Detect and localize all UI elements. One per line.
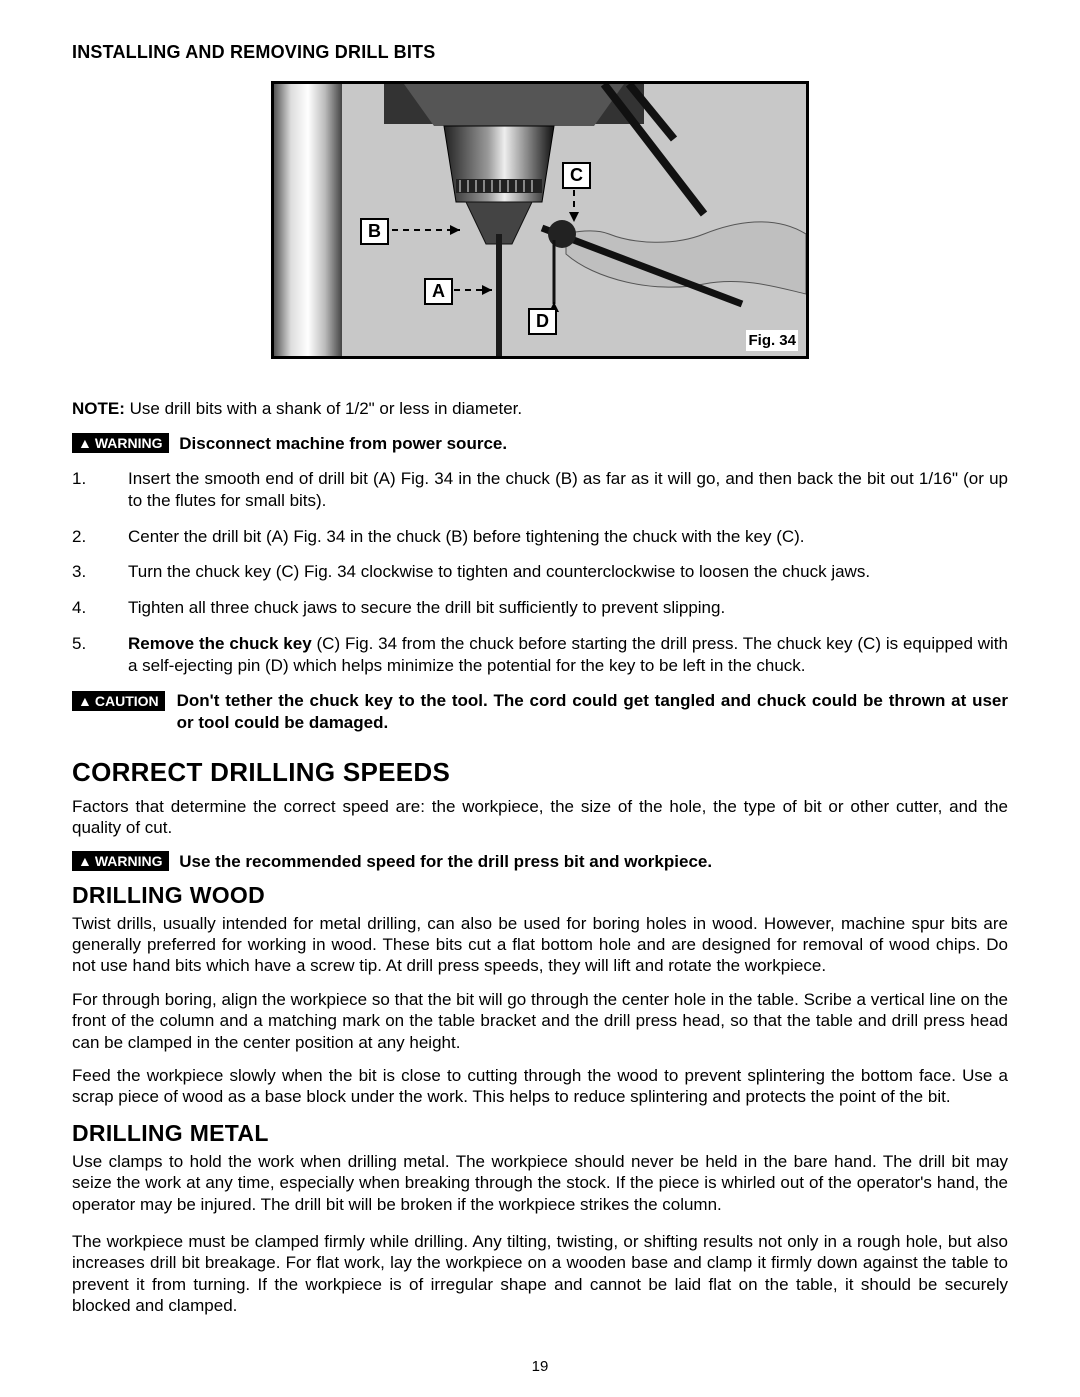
warning-badge: ▲WARNING bbox=[72, 433, 169, 453]
warning-text: Use the recommended speed for the drill … bbox=[179, 852, 712, 871]
caution-badge: ▲CAUTION bbox=[72, 691, 165, 711]
section-title: INSTALLING AND REMOVING DRILL BITS bbox=[72, 42, 1008, 63]
step-body: Center the drill bit (A) Fig. 34 in the … bbox=[128, 526, 1008, 548]
step-body: Insert the smooth end of drill bit (A) F… bbox=[128, 468, 1008, 512]
figure-label-a: A bbox=[424, 278, 453, 305]
figure-caption: Fig. 34 bbox=[746, 330, 798, 351]
wood-p2: For through boring, align the workpiece … bbox=[72, 989, 1008, 1053]
step-item: 1. Insert the smooth end of drill bit (A… bbox=[72, 468, 1008, 512]
wood-p3: Feed the workpiece slowly when the bit i… bbox=[72, 1065, 1008, 1108]
step-body: Remove the chuck key (C) Fig. 34 from th… bbox=[128, 633, 1008, 677]
metal-p2: The workpiece must be clamped firmly whi… bbox=[72, 1231, 1008, 1317]
note-line: NOTE: Use drill bits with a shank of 1/2… bbox=[72, 399, 1008, 419]
warning-disconnect: ▲WARNING Disconnect machine from power s… bbox=[72, 433, 1008, 454]
metal-p1: Use clamps to hold the work when drillin… bbox=[72, 1151, 1008, 1215]
note-prefix: NOTE: bbox=[72, 399, 125, 418]
step-body: Tighten all three chuck jaws to secure t… bbox=[128, 597, 1008, 619]
step-number: 4. bbox=[72, 597, 128, 619]
warning-speed: ▲WARNING Use the recommended speed for t… bbox=[72, 851, 1008, 872]
warning-badge: ▲WARNING bbox=[72, 851, 169, 871]
heading-wood: DRILLING WOOD bbox=[72, 882, 1008, 909]
step-number: 3. bbox=[72, 561, 128, 583]
caution-block: ▲CAUTION Don't tether the chuck key to t… bbox=[72, 690, 1008, 733]
step-number: 2. bbox=[72, 526, 128, 548]
step-item: 2. Center the drill bit (A) Fig. 34 in t… bbox=[72, 526, 1008, 548]
step-item: 3. Turn the chuck key (C) Fig. 34 clockw… bbox=[72, 561, 1008, 583]
steps-list: 1. Insert the smooth end of drill bit (A… bbox=[72, 468, 1008, 676]
figure-34: A B C D Fig. 34 bbox=[271, 81, 809, 359]
step-number: 5. bbox=[72, 633, 128, 677]
step-item: 4. Tighten all three chuck jaws to secur… bbox=[72, 597, 1008, 619]
figure-label-d: D bbox=[528, 308, 557, 335]
step-number: 1. bbox=[72, 468, 128, 512]
speeds-paragraph: Factors that determine the correct speed… bbox=[72, 796, 1008, 839]
step-body: Turn the chuck key (C) Fig. 34 clockwise… bbox=[128, 561, 1008, 583]
figure-label-b: B bbox=[360, 218, 389, 245]
page-number: 19 bbox=[0, 1358, 1080, 1375]
warning-text: Disconnect machine from power source. bbox=[179, 434, 507, 453]
wood-p1: Twist drills, usually intended for metal… bbox=[72, 913, 1008, 977]
heading-metal: DRILLING METAL bbox=[72, 1120, 1008, 1147]
note-text: Use drill bits with a shank of 1/2" or l… bbox=[125, 399, 522, 418]
heading-speeds: CORRECT DRILLING SPEEDS bbox=[72, 757, 1008, 788]
step-item: 5. Remove the chuck key (C) Fig. 34 from… bbox=[72, 633, 1008, 677]
figure-label-c: C bbox=[562, 162, 591, 189]
caution-text: Don't tether the chuck key to the tool. … bbox=[177, 690, 1008, 733]
